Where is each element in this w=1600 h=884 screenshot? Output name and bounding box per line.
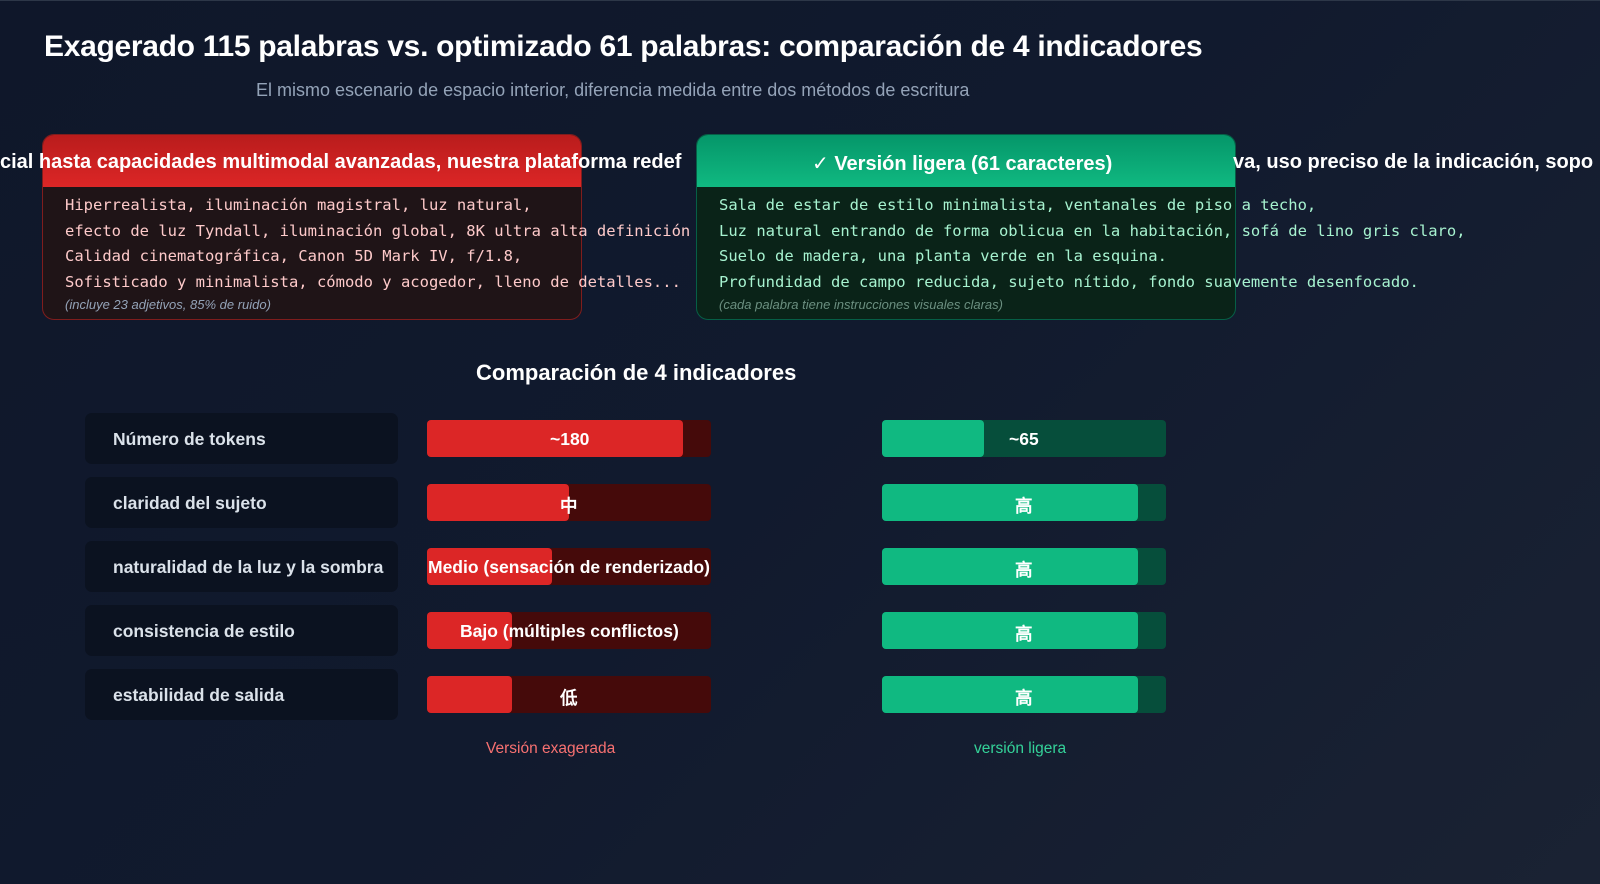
light-bar-fill bbox=[882, 484, 1138, 521]
overflow-banner-right: va, uso preciso de la indicación, sopo bbox=[1233, 151, 1594, 173]
light-bar-fill bbox=[882, 548, 1138, 585]
bloated-bar-fill bbox=[427, 484, 569, 521]
metrics-title: Comparación de 4 indicadores bbox=[476, 360, 797, 385]
bloated-bar-value: 低 bbox=[560, 688, 578, 708]
light-card-title: ✓ Versión ligera (61 caracteres) bbox=[812, 153, 1113, 175]
light-card-header bbox=[697, 135, 1235, 187]
page-title: Exagerado 115 palabras vs. optimizado 61… bbox=[44, 30, 1203, 63]
light-line: Suelo de madera, una planta verde en la … bbox=[719, 247, 1167, 265]
light-bar-track: ~65 bbox=[882, 420, 1166, 457]
light-bar-value: 高 bbox=[1015, 560, 1033, 580]
bloated-bar-track: Medio (sensación de renderizado) bbox=[427, 548, 711, 585]
light-bar-fill bbox=[882, 676, 1138, 713]
light-bar-fill bbox=[882, 420, 984, 457]
light-line: Luz natural entrando de forma oblicua en… bbox=[719, 221, 1466, 240]
light-bar-track: 高 bbox=[882, 484, 1166, 521]
bloated-line: Sofisticado y minimalista, cómodo y acog… bbox=[65, 272, 681, 291]
top-border bbox=[0, 0, 1600, 1]
bloated-bar-track: 低 bbox=[427, 676, 711, 713]
metric-row-label-box: estabilidad de salida bbox=[85, 669, 398, 720]
bloated-bar-track: ~180 bbox=[427, 420, 711, 457]
metric-row-label-box: naturalidad de la luz y la sombra bbox=[85, 541, 398, 592]
bloated-bar-fill bbox=[427, 612, 512, 649]
metric-row-label-box: claridad del sujeto bbox=[85, 477, 398, 528]
bloated-bar-value: ~180 bbox=[550, 429, 590, 449]
metric-row-label-box: consistencia de estilo bbox=[85, 605, 398, 656]
light-note: (cada palabra tiene instrucciones visual… bbox=[719, 297, 1003, 312]
page-subtitle: El mismo escenario de espacio interior, … bbox=[256, 80, 970, 100]
bloated-prompt-card: Hiperrealista, iluminación magistral, lu… bbox=[42, 134, 690, 320]
light-bar-track: 高 bbox=[882, 676, 1166, 713]
light-bar-value: 高 bbox=[1015, 688, 1033, 708]
bloated-bar-value: Medio (sensación de renderizado) bbox=[428, 557, 710, 577]
bloated-bar-fill bbox=[427, 548, 552, 585]
bloated-bar-fill bbox=[427, 420, 683, 457]
bloated-line: Hiperrealista, iluminación magistral, lu… bbox=[65, 196, 532, 214]
light-bar-fill bbox=[882, 612, 1138, 649]
bloated-bar-fill bbox=[427, 676, 512, 713]
bloated-bar-track: 中 bbox=[427, 484, 711, 521]
light-bar-track: 高 bbox=[882, 612, 1166, 649]
metric-label: consistencia de estilo bbox=[113, 621, 295, 641]
bloated-line: efecto de luz Tyndall, iluminación globa… bbox=[65, 221, 691, 240]
metric-row-label-box: Número de tokens bbox=[85, 413, 398, 464]
metric-label: estabilidad de salida bbox=[113, 685, 285, 705]
light-bar-value: 高 bbox=[1015, 496, 1033, 516]
legend-bloated: Versión exagerada bbox=[486, 740, 616, 757]
bloated-prompt-text: Hiperrealista, iluminación magistral, lu… bbox=[65, 193, 690, 295]
light-prompt-card: Sala de estar de estilo minimalista, ven… bbox=[696, 134, 1466, 320]
light-prompt-text: Sala de estar de estilo minimalista, ven… bbox=[719, 193, 1466, 295]
bloated-bar-value: Bajo (múltiples conflictos) bbox=[460, 621, 679, 641]
bloated-bar-value: 中 bbox=[560, 496, 578, 516]
bloated-line: Calidad cinematográfica, Canon 5D Mark I… bbox=[65, 247, 523, 265]
legend-light: versión ligera bbox=[974, 740, 1067, 757]
light-line: Sala de estar de estilo minimalista, ven… bbox=[719, 196, 1317, 214]
metric-label: Número de tokens bbox=[113, 429, 266, 449]
bloated-bar-track: Bajo (múltiples conflictos) bbox=[427, 612, 711, 649]
light-bar-track: 高 bbox=[882, 548, 1166, 585]
overflow-banner-left: cial hasta capacidades multimodal avanza… bbox=[0, 151, 682, 173]
light-line: Profundidad de campo reducida, sujeto ní… bbox=[719, 272, 1419, 291]
light-bar-value: 高 bbox=[1015, 624, 1033, 644]
bloated-note: (incluye 23 adjetivos, 85% de ruido) bbox=[65, 297, 271, 312]
metric-label: naturalidad de la luz y la sombra bbox=[113, 557, 384, 577]
light-bar-value: ~65 bbox=[1009, 429, 1039, 449]
metric-label: claridad del sujeto bbox=[113, 493, 267, 513]
bloated-card-header bbox=[43, 135, 581, 187]
